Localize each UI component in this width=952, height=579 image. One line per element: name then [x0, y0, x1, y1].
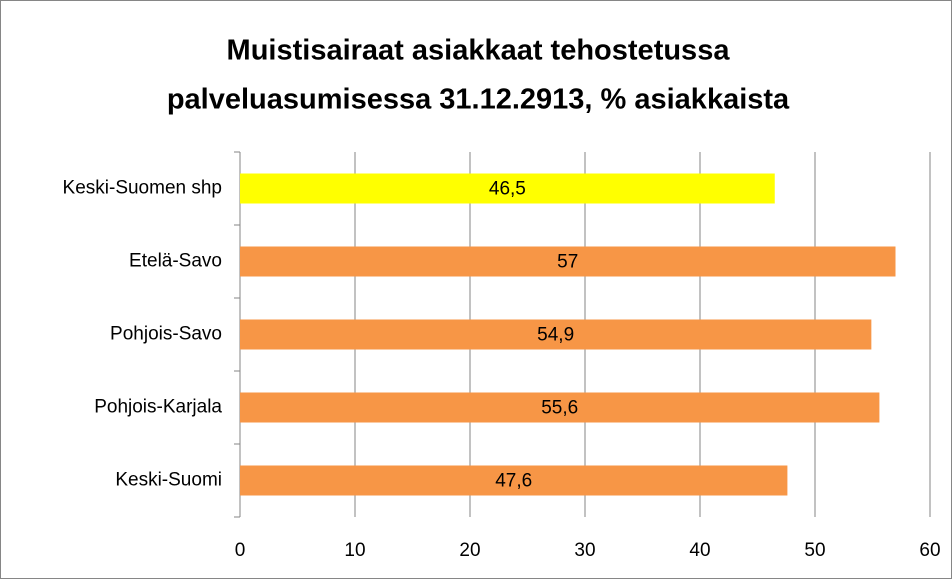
bar: [240, 392, 880, 423]
y-tick-label: Keski-Suomi: [115, 470, 222, 491]
x-tick-label: 50: [804, 540, 825, 561]
x-tick-label: 60: [919, 540, 940, 561]
bar: [240, 465, 788, 496]
chart-title: palveluasumisessa 31.12.2913, % asiakkai…: [167, 84, 790, 116]
data-label: 46,5: [489, 179, 526, 200]
chart-title: Muistisairaat asiakkaat tehostetussa: [227, 35, 731, 67]
x-tick-label: 0: [235, 540, 246, 561]
bar: [240, 173, 775, 204]
y-tick-label: Pohjois-Karjala: [94, 397, 222, 418]
data-label: 47,6: [495, 471, 532, 492]
data-label: 54,9: [537, 325, 574, 346]
data-label: 55,6: [541, 398, 578, 419]
y-tick-label: Pohjois-Savo: [110, 324, 222, 345]
bar: [240, 319, 872, 350]
bar: [240, 246, 896, 277]
y-tick-label: Keski-Suomen shp: [63, 178, 222, 199]
x-tick-label: 20: [459, 540, 480, 561]
x-tick-label: 40: [689, 540, 710, 561]
data-label: 57: [557, 252, 578, 273]
x-tick-label: 10: [344, 540, 365, 561]
y-tick-label: Etelä-Savo: [129, 251, 222, 272]
x-tick-label: 30: [574, 540, 595, 561]
